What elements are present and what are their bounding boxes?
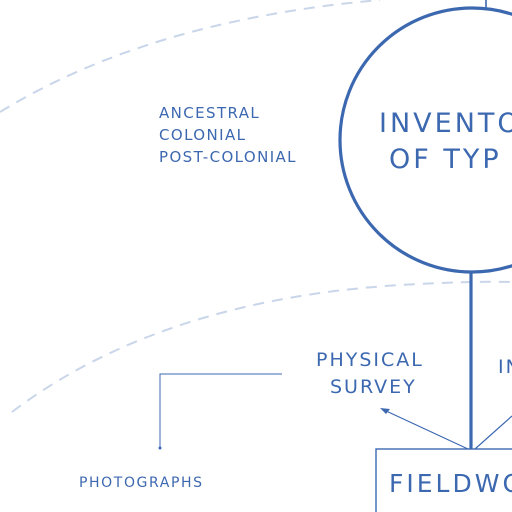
photographs-label: Photographs (79, 475, 204, 491)
central-node-title-line1: Invento (379, 108, 512, 139)
right-branch-label: In (498, 356, 512, 378)
fieldwork-label: Fieldwor (389, 469, 512, 498)
period-colonial: Colonial (159, 126, 247, 144)
period-ancestral: Ancestral (159, 104, 261, 122)
fieldwork-box (375, 448, 512, 512)
photographs-bracket (159, 373, 282, 448)
inventory-circle (338, 6, 512, 274)
central-node-title-line2: of Typ (389, 144, 502, 175)
physical-survey-label-line2: Survey (330, 376, 417, 398)
photographs-bracket-end (158, 446, 162, 450)
inner-dashed-arc (11, 280, 512, 413)
arrow-to-physical-survey (383, 409, 469, 450)
arrow-to-right-label (474, 415, 512, 450)
outer-dashed-arc (0, 0, 381, 113)
period-post-colonial: Post-colonial (159, 148, 297, 166)
arrowhead-physical-survey (380, 408, 390, 414)
physical-survey-label-line1: Physical (316, 349, 424, 371)
